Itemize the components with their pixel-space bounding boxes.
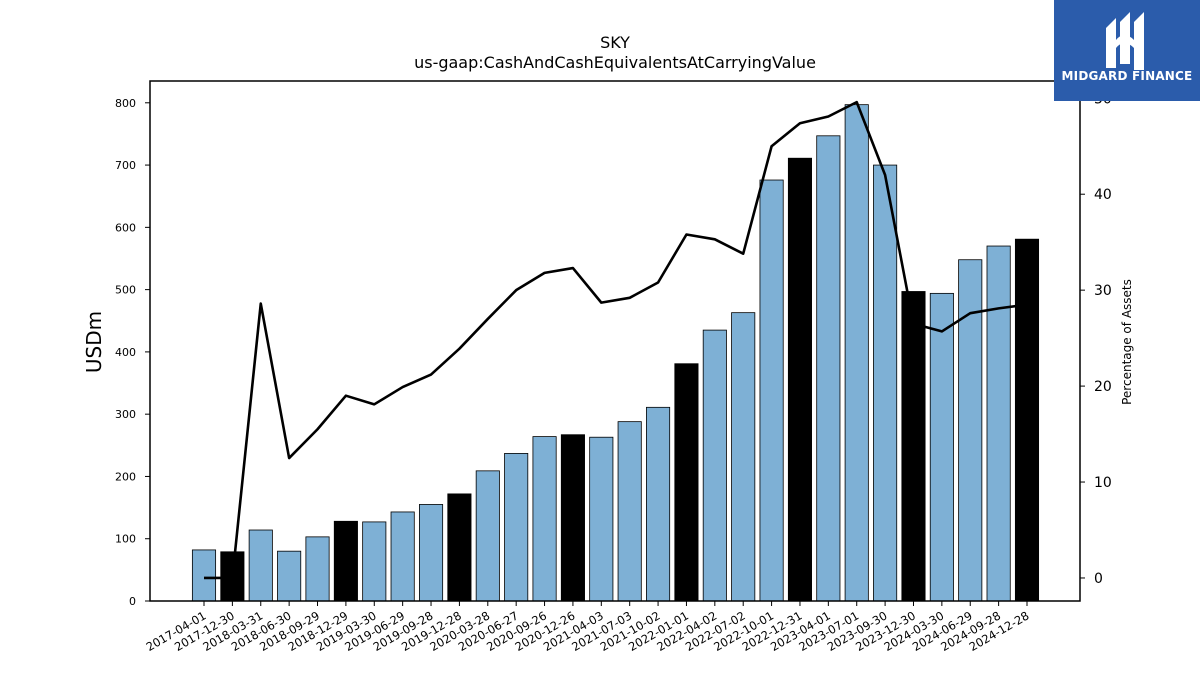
bar	[390, 511, 415, 602]
bar	[560, 434, 585, 602]
axes	[149, 80, 1081, 602]
plot-frame	[149, 80, 1081, 602]
y-tick-label: 400	[115, 346, 136, 359]
bar	[731, 312, 756, 602]
bar	[362, 521, 387, 602]
bar	[646, 406, 671, 602]
y2-tick-label: 0	[1094, 571, 1103, 587]
y-tick-label: 500	[115, 284, 136, 297]
y2-tick-label: 10	[1094, 475, 1112, 491]
bar	[248, 529, 273, 602]
bar	[305, 536, 330, 602]
y-tick-label: 300	[115, 408, 136, 421]
y-tick-label: 200	[115, 470, 136, 483]
bar	[702, 329, 727, 602]
right-axis-ticks: 01020304050	[1080, 91, 1112, 587]
x-axis-ticks: 2017-04-012017-12-302018-03-312018-06-30…	[144, 601, 1032, 654]
bar	[986, 245, 1011, 602]
y2-axis-label: Percentage of Assets	[1120, 279, 1134, 405]
y2-tick-label: 40	[1094, 187, 1112, 203]
bar	[844, 104, 869, 602]
y-tick-label: 100	[115, 533, 136, 546]
chart-subtitle: us-gaap:CashAndCashEquivalentsAtCarrying…	[414, 53, 816, 72]
bar	[787, 157, 813, 602]
y-tick-label: 700	[115, 159, 136, 172]
left-axis-ticks: 0 100 200 300 400 500 600 700 800	[115, 97, 150, 608]
y-tick-label: 800	[115, 97, 136, 110]
brand-logo: MIDGARD FINANCE	[1054, 0, 1200, 101]
y-tick-label: 600	[115, 221, 136, 234]
bar	[816, 135, 841, 602]
bar-series	[191, 104, 1040, 602]
bar	[418, 504, 444, 602]
line-series	[204, 100, 1028, 580]
bar	[277, 550, 302, 602]
bar	[759, 179, 784, 602]
bar	[447, 493, 472, 602]
bar	[929, 292, 954, 602]
bar	[532, 436, 557, 602]
bar	[873, 164, 898, 602]
bar	[617, 421, 642, 602]
bar	[475, 470, 500, 602]
bar	[674, 363, 699, 602]
midgard-logo-icon	[1106, 12, 1144, 70]
bar	[333, 520, 358, 602]
logo-text: MIDGARD FINANCE	[1061, 69, 1193, 83]
y2-tick-label: 30	[1094, 283, 1112, 299]
bar	[191, 549, 217, 602]
bar	[901, 291, 926, 602]
series-line	[204, 100, 1028, 580]
bar	[589, 436, 614, 602]
y-tick-label: 0	[129, 595, 136, 608]
bar	[504, 453, 529, 602]
bar	[1014, 238, 1040, 602]
y-axis-label: USDm	[82, 310, 106, 374]
chart-title: SKY	[600, 33, 630, 52]
y2-tick-label: 20	[1094, 379, 1112, 395]
